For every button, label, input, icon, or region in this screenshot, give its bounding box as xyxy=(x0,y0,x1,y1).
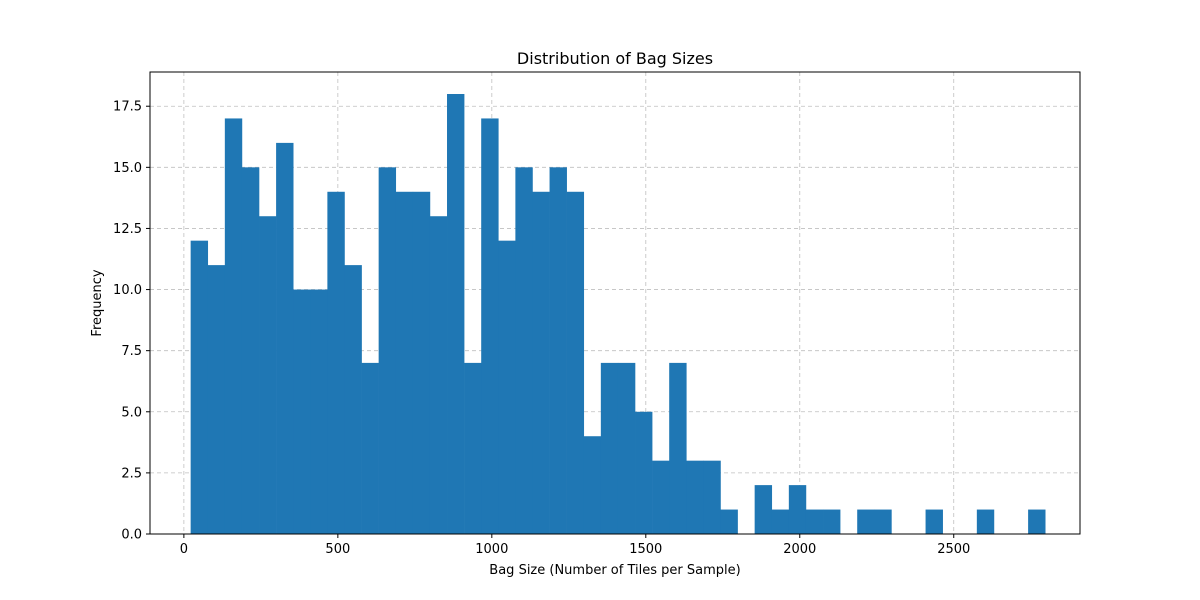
histogram-bar xyxy=(754,485,773,534)
histogram-bar xyxy=(532,191,550,534)
histogram-bar xyxy=(1028,509,1046,534)
x-axis-ticks: 0 500 1000 1500 2000 2500 xyxy=(180,534,970,557)
plot-frame xyxy=(149,71,1081,535)
histogram-bar xyxy=(207,265,226,534)
chart-title: Distribution of Bag Sizes xyxy=(517,49,713,68)
histogram-bar xyxy=(857,509,875,534)
histogram-bar xyxy=(976,509,995,534)
x-tick-label: 500 xyxy=(325,542,350,557)
histogram-bar xyxy=(925,509,943,534)
histogram-bar xyxy=(395,191,414,534)
y-axis-label: Frequency xyxy=(90,269,105,336)
y-tick-label: 5.0 xyxy=(121,405,142,420)
x-tick-label: 2000 xyxy=(783,542,816,557)
histogram-bar xyxy=(327,191,345,534)
histogram-bar xyxy=(600,362,619,534)
x-tick-label: 1000 xyxy=(475,542,508,557)
histogram-bar xyxy=(429,216,448,534)
histogram-bar xyxy=(224,118,243,534)
histogram-bar xyxy=(498,240,516,534)
histogram-bar xyxy=(344,265,362,534)
y-tick-label: 12.5 xyxy=(113,222,142,237)
histogram-bar xyxy=(361,362,379,534)
x-axis-label: Bag Size (Number of Tiles per Sample) xyxy=(489,563,740,578)
histogram-bar xyxy=(310,289,328,534)
y-tick-label: 10.0 xyxy=(113,283,142,298)
histogram-bar xyxy=(481,118,499,534)
x-tick-label: 2500 xyxy=(937,542,970,557)
histogram-bar xyxy=(771,509,790,534)
histogram-bar xyxy=(566,191,585,534)
y-tick-label: 15.0 xyxy=(113,161,142,176)
histogram-bar xyxy=(190,240,209,534)
histogram-bar xyxy=(635,411,653,534)
histogram-bar xyxy=(515,167,533,535)
y-tick-label: 17.5 xyxy=(113,100,142,115)
histogram-bar xyxy=(378,167,397,535)
histogram-bar xyxy=(788,485,807,534)
histogram-bar xyxy=(549,167,567,535)
histogram-bar xyxy=(874,509,892,534)
histogram-bar xyxy=(686,460,704,534)
histogram-bar xyxy=(447,94,465,534)
histogram-bar xyxy=(412,191,431,534)
x-tick-label: 0 xyxy=(180,542,188,557)
y-tick-label: 7.5 xyxy=(121,344,142,359)
histogram-bar xyxy=(293,289,311,534)
histogram-bar xyxy=(259,216,277,534)
histogram-bars xyxy=(190,94,1046,535)
y-tick-label: 0.0 xyxy=(121,528,142,543)
histogram-bar xyxy=(276,142,294,534)
histogram-bar xyxy=(583,436,602,534)
histogram-bar xyxy=(703,460,721,534)
histogram-bar xyxy=(464,362,482,534)
histogram-bar xyxy=(617,362,636,534)
histogram-bar xyxy=(652,460,670,534)
histogram-bar xyxy=(241,167,260,535)
y-axis-ticks: 0.0 2.5 5.0 7.5 10.0 12.5 15.0 17.5 xyxy=(113,100,150,543)
histogram-bar xyxy=(805,509,824,534)
y-tick-label: 2.5 xyxy=(121,466,142,481)
x-tick-label: 1500 xyxy=(629,542,662,557)
histogram-bar xyxy=(823,509,841,534)
histogram-bar xyxy=(669,362,687,534)
histogram-bar xyxy=(720,509,738,534)
